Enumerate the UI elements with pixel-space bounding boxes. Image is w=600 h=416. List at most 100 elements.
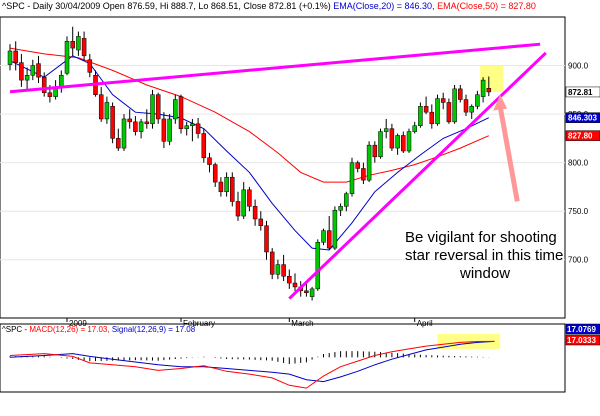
- candle: [458, 84, 463, 103]
- candle: [355, 160, 360, 173]
- candle-body: [395, 135, 400, 149]
- macd-badge: [565, 334, 600, 346]
- candle: [87, 53, 93, 78]
- annotation-line-1: Be vigilant for shooting: [405, 229, 557, 246]
- candle: [207, 152, 212, 173]
- candle: [309, 286, 315, 301]
- candle: [104, 96, 110, 124]
- candle-body: [59, 75, 64, 88]
- candle-body: [372, 144, 378, 158]
- candle: [326, 216, 332, 251]
- candle: [475, 90, 480, 110]
- candle-body: [349, 162, 355, 194]
- candle-body: [98, 94, 104, 120]
- candle: [440, 92, 446, 110]
- candle-body: [138, 121, 144, 132]
- candle: [161, 112, 167, 149]
- ema50-path: [9, 47, 489, 183]
- candle-body: [440, 98, 446, 103]
- price-badge: [565, 130, 600, 141]
- candle: [98, 86, 104, 122]
- annotation-line-2: star reversal in this time: [405, 247, 563, 264]
- candle: [19, 53, 24, 87]
- candle: [7, 44, 13, 71]
- annotation-line-3: window: [459, 265, 510, 282]
- candle-body: [201, 133, 207, 159]
- candle-body: [469, 106, 474, 113]
- candle-body: [241, 189, 246, 217]
- price-badge: [565, 86, 600, 98]
- macd-lines: [9, 340, 495, 389]
- candle-body: [155, 94, 161, 120]
- candle-body: [207, 157, 212, 165]
- candle: [344, 191, 349, 212]
- candle: [235, 191, 241, 221]
- price-badge: [565, 112, 600, 123]
- macd-badge-label: 17.0769: [567, 325, 596, 334]
- candle-body: [292, 282, 298, 288]
- candle: [81, 31, 87, 61]
- candle-body: [36, 63, 41, 78]
- candle: [383, 118, 389, 139]
- candle: [121, 114, 127, 151]
- candle-body: [423, 106, 429, 113]
- candle-body: [326, 230, 332, 249]
- candle: [150, 89, 155, 129]
- candle: [76, 31, 81, 56]
- candle-body: [184, 125, 189, 129]
- candle-body: [104, 102, 110, 120]
- candle-body: [389, 128, 395, 149]
- candle-body: [161, 118, 167, 142]
- candle: [338, 203, 343, 217]
- candle: [36, 55, 41, 84]
- arrow-head: [493, 94, 508, 111]
- candle: [133, 116, 138, 136]
- candle: [446, 98, 452, 124]
- candle-body: [150, 94, 155, 125]
- signal-label: Signal(12,26,9) = 17.08: [112, 325, 196, 334]
- price-panel-frame: [0, 16, 566, 319]
- candle: [167, 114, 172, 146]
- candle: [395, 133, 400, 155]
- symbol-label: ^SPC: [2, 1, 25, 11]
- ema20-path: [9, 55, 490, 251]
- candle: [24, 67, 30, 90]
- candle-body: [332, 209, 338, 249]
- candle: [275, 259, 281, 280]
- candle: [332, 206, 338, 251]
- candle: [195, 117, 201, 139]
- candle: [190, 118, 195, 142]
- candle-body: [195, 123, 201, 134]
- candle-body: [64, 41, 70, 74]
- chart-header: ^SPC - Daily 30/04/2009 Open 876.59, Hi …: [2, 1, 536, 11]
- trendlines: [9, 42, 547, 300]
- candle: [212, 162, 218, 187]
- candle-body: [401, 135, 406, 152]
- arrow-annotation: [493, 94, 520, 202]
- ema50-label: EMA(Close,50) = 827.80: [437, 1, 536, 11]
- macd-panel-frame: [0, 323, 566, 393]
- candle-body: [463, 99, 469, 113]
- upper-resistance-line: [9, 42, 541, 94]
- candle-body: [383, 128, 389, 132]
- candle: [258, 211, 264, 231]
- candle-body: [173, 99, 178, 120]
- candle-body: [76, 36, 81, 51]
- signal-line-path: [9, 340, 495, 383]
- candle-body: [304, 290, 309, 294]
- candle: [173, 94, 178, 124]
- ema20-label: EMA(Close,20) = 846.30,: [333, 1, 434, 11]
- candle-body: [338, 206, 343, 211]
- candle-body: [446, 102, 452, 123]
- candle: [218, 177, 224, 197]
- candle-body: [212, 164, 218, 183]
- price-tick-label: 800.0: [568, 159, 589, 168]
- candle-body: [275, 264, 281, 275]
- candle: [401, 131, 406, 153]
- candle-body: [116, 138, 121, 149]
- candle: [389, 123, 395, 151]
- candle: [264, 220, 269, 260]
- macd-axis: 17.0769 17.0333: [565, 323, 600, 346]
- candle-body: [287, 275, 292, 284]
